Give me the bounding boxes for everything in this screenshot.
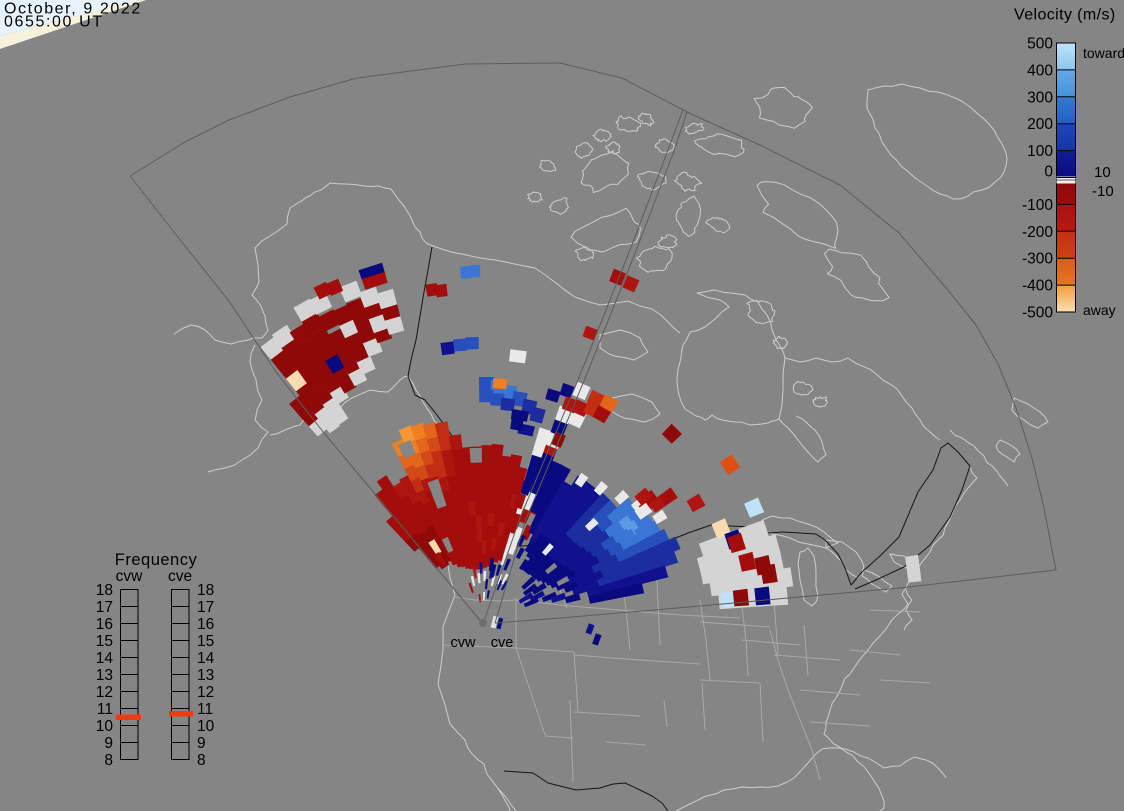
svg-text:-100: -100 [1022,197,1053,214]
svg-text:16: 16 [197,616,214,633]
svg-text:-400: -400 [1022,278,1053,295]
svg-text:Frequency: Frequency [115,551,198,569]
svg-text:0: 0 [1044,164,1053,181]
svg-text:-200: -200 [1022,224,1053,241]
svg-text:10: 10 [1094,164,1111,181]
svg-text:100: 100 [1027,143,1053,160]
svg-text:October, 9 2022: October, 9 2022 [4,1,142,18]
svg-text:15: 15 [96,633,113,650]
svg-text:10: 10 [96,718,114,735]
svg-text:-500: -500 [1022,305,1053,322]
svg-text:18: 18 [96,582,113,599]
svg-text:18: 18 [197,582,214,599]
svg-text:11: 11 [97,701,113,718]
svg-text:14: 14 [96,650,114,667]
svg-text:14: 14 [197,650,215,667]
svg-text:cvw: cvw [451,635,477,651]
svg-text:Velocity (m/s): Velocity (m/s) [1014,7,1116,24]
svg-text:15: 15 [197,633,214,650]
svg-text:-10: -10 [1092,183,1114,200]
svg-text:cvw: cvw [116,568,144,585]
svg-text:17: 17 [96,599,113,616]
svg-text:12: 12 [197,684,214,701]
svg-text:9: 9 [197,735,206,752]
svg-text:13: 13 [96,667,113,684]
svg-text:12: 12 [96,684,113,701]
svg-text:16: 16 [96,616,113,633]
svg-text:11: 11 [197,701,213,718]
svg-text:-300: -300 [1022,251,1053,268]
svg-text:cve: cve [491,635,514,651]
svg-text:500: 500 [1027,36,1053,53]
svg-text:400: 400 [1027,62,1053,79]
svg-text:away: away [1083,302,1116,318]
svg-text:10: 10 [197,718,215,735]
svg-text:8: 8 [197,752,206,769]
svg-text:17: 17 [197,599,214,616]
svg-text:toward: toward [1083,45,1124,61]
svg-text:cve: cve [168,568,192,585]
svg-text:9: 9 [104,735,113,752]
svg-text:13: 13 [197,667,214,684]
svg-text:0655:00 UT: 0655:00 UT [4,14,104,31]
svg-text:200: 200 [1027,116,1053,133]
svg-text:8: 8 [104,752,113,769]
svg-text:300: 300 [1027,89,1053,106]
